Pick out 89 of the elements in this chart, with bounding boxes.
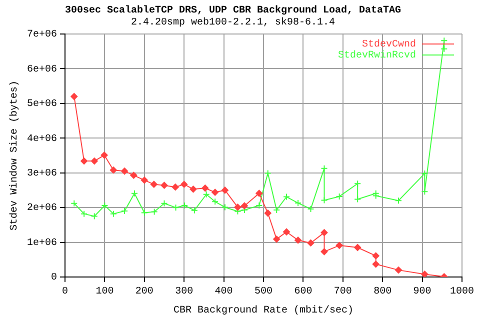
point xyxy=(121,208,128,215)
point xyxy=(256,202,263,209)
point xyxy=(202,190,210,198)
point xyxy=(150,208,158,216)
point xyxy=(421,188,428,196)
point xyxy=(336,242,343,249)
point xyxy=(90,212,98,220)
point xyxy=(421,170,428,178)
y-tick-label: 1e+06 xyxy=(26,238,58,249)
point xyxy=(180,180,188,188)
y-axis-title: Stdev Window Size (bytes) xyxy=(8,80,21,231)
point xyxy=(80,210,88,218)
point xyxy=(190,206,198,214)
point xyxy=(101,202,108,209)
point xyxy=(80,158,88,165)
point xyxy=(273,206,280,214)
point xyxy=(354,196,362,203)
point xyxy=(372,190,380,197)
legend-label: StdevRwinRcvd xyxy=(338,50,416,62)
x-tick-label: 100 xyxy=(96,286,114,298)
x-axis-title: CBR Background Rate (mbit/sec) xyxy=(173,304,354,317)
x-tick-label: 900 xyxy=(413,286,432,298)
x-tick-label: 500 xyxy=(254,286,273,298)
point xyxy=(130,172,138,179)
point xyxy=(394,266,402,274)
point xyxy=(320,196,328,204)
point xyxy=(294,200,302,207)
point xyxy=(121,168,128,175)
point xyxy=(172,184,179,191)
point xyxy=(212,198,219,206)
point xyxy=(181,202,188,209)
point xyxy=(110,166,117,174)
point xyxy=(320,164,328,172)
point xyxy=(320,229,328,236)
point xyxy=(307,205,314,212)
y-tick-label: 4e+06 xyxy=(26,134,58,145)
point xyxy=(354,180,362,188)
x-tick-label: 200 xyxy=(135,286,154,298)
point xyxy=(354,244,362,251)
x-tick-label: 600 xyxy=(294,286,312,298)
y-tick-label: 2e+06 xyxy=(26,203,58,214)
point xyxy=(256,190,263,197)
x-tick-label: 400 xyxy=(214,286,233,298)
chart-subtitle: 2.4.20smp web100-2.2.1, sk98-6.1.4 xyxy=(130,16,336,29)
point xyxy=(140,209,148,216)
x-tick-label: 0 xyxy=(62,286,68,298)
y-tick-label: 3e+06 xyxy=(26,168,58,180)
y-tick-label: 0 xyxy=(50,272,58,284)
point xyxy=(372,192,380,200)
point xyxy=(100,152,108,159)
point xyxy=(283,193,290,200)
point xyxy=(283,228,290,236)
point xyxy=(221,186,228,194)
y-tick-label: 5e+06 xyxy=(26,99,58,110)
point xyxy=(130,190,138,197)
chart-title: 300sec ScalableTCP DRS, UDP CBR Background Load, DataTAG xyxy=(64,4,402,17)
point xyxy=(440,37,448,44)
point xyxy=(202,184,209,192)
point xyxy=(172,204,180,212)
point xyxy=(372,252,380,260)
y-tick-label: 7e+06 xyxy=(26,30,58,41)
point xyxy=(190,186,197,193)
point xyxy=(307,239,314,246)
x-tick-label: 300 xyxy=(175,286,194,298)
x-tick-label: 1000 xyxy=(450,286,474,298)
point xyxy=(150,180,158,188)
point xyxy=(221,204,228,211)
point xyxy=(212,188,219,196)
point xyxy=(140,176,148,184)
point xyxy=(234,204,242,211)
point xyxy=(264,210,272,217)
point xyxy=(160,200,168,207)
x-tick-label: 700 xyxy=(334,286,352,298)
point xyxy=(70,92,78,100)
point xyxy=(273,236,280,243)
point xyxy=(240,202,248,210)
legend-label: StdevCwnd xyxy=(362,38,416,51)
point xyxy=(394,197,402,204)
point xyxy=(90,158,98,165)
point xyxy=(372,260,380,268)
point xyxy=(294,236,302,244)
point xyxy=(110,210,117,218)
point xyxy=(160,182,168,189)
point xyxy=(421,270,428,277)
point xyxy=(264,170,272,177)
x-tick-label: 800 xyxy=(374,286,392,298)
point xyxy=(320,248,328,256)
y-tick-label: 6e+06 xyxy=(26,64,58,76)
point xyxy=(336,192,343,200)
